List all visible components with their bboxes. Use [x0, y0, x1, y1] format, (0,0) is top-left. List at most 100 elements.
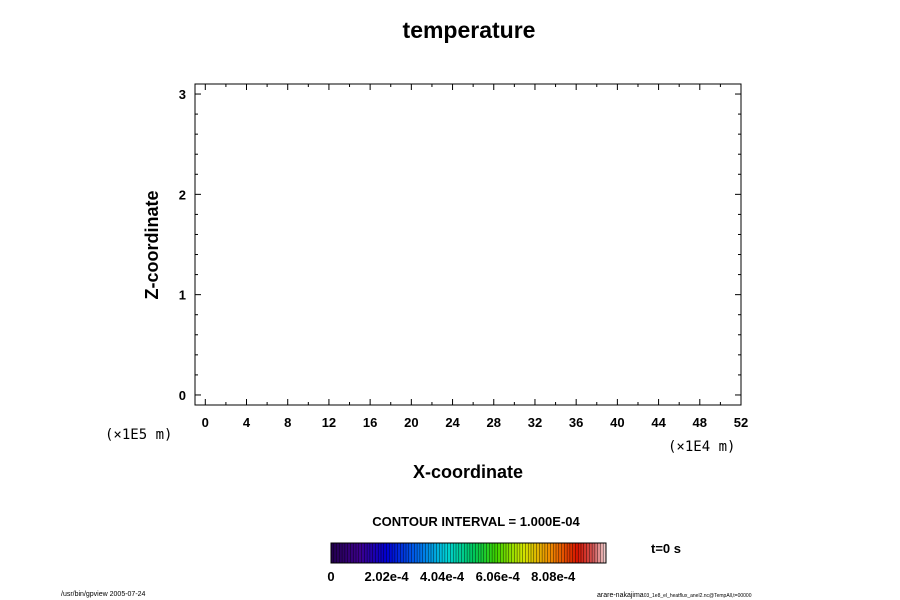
- colorbar-cell: [444, 543, 448, 563]
- y-tick-label: 3: [179, 87, 186, 102]
- colorbar-label: 2.02e-4: [365, 569, 410, 584]
- colorbar-label: 8.08e-4: [531, 569, 576, 584]
- colorbar-cell: [428, 543, 432, 563]
- colorbar-cell: [564, 543, 568, 563]
- colorbar-cell: [519, 543, 523, 563]
- colorbar-cell: [425, 543, 429, 563]
- colorbar-cell: [556, 543, 560, 563]
- colorbar-cell: [508, 543, 512, 563]
- x-tick-label: 4: [243, 415, 251, 430]
- colorbar-cell: [364, 543, 368, 563]
- colorbar-cell: [550, 543, 554, 563]
- plot-frame: [194, 83, 742, 406]
- colorbar-cell: [342, 543, 346, 563]
- x-axis-label: X-coordinate: [413, 462, 523, 482]
- colorbar-cell: [447, 543, 451, 563]
- chart-title: temperature: [403, 17, 536, 43]
- colorbar-cell: [553, 543, 557, 563]
- colorbar-cell: [514, 543, 518, 563]
- colorbar-cell: [486, 543, 490, 563]
- colorbar-cell: [375, 543, 379, 563]
- colorbar: [330, 542, 607, 564]
- x-tick-label: 28: [487, 415, 501, 430]
- footer-right: arare-nakajima03_1e8_el_heatflux_anel2.n…: [597, 592, 752, 599]
- contour-interval-label: CONTOUR INTERVAL = 1.000E-04: [372, 514, 580, 529]
- colorbar-cell: [506, 543, 510, 563]
- x-tick-label: 24: [445, 415, 460, 430]
- y-tick-label: 2: [179, 187, 186, 202]
- colorbar-cell: [458, 543, 462, 563]
- colorbar-label: 6.06e-4: [476, 569, 521, 584]
- colorbar-labels: 0 2.02e-4 4.04e-4 6.06e-4 8.08e-4: [327, 569, 576, 584]
- y-scale-label: (×1E5 m): [105, 427, 172, 443]
- colorbar-cell: [561, 543, 565, 563]
- colorbar-cell: [336, 543, 340, 563]
- colorbar-cell: [347, 543, 351, 563]
- x-tick-label: 48: [693, 415, 707, 430]
- colorbar-cell: [592, 543, 596, 563]
- colorbar-cell: [497, 543, 501, 563]
- y-tick-label: 0: [179, 388, 186, 403]
- colorbar-cell: [478, 543, 482, 563]
- x-tick-label: 0: [202, 415, 209, 430]
- x-tick-label: 32: [528, 415, 542, 430]
- colorbar-cell: [528, 543, 532, 563]
- x-tick-label: 20: [404, 415, 418, 430]
- colorbar-frame: [330, 542, 607, 564]
- footer-right-main: arare-nakajima: [597, 592, 644, 599]
- colorbar-cell: [392, 543, 396, 563]
- colorbar-cell: [531, 543, 535, 563]
- colorbar-cell: [475, 543, 479, 563]
- colorbar-cell: [525, 543, 529, 563]
- colorbar-cell: [539, 543, 543, 563]
- colorbar-cell: [483, 543, 487, 563]
- colorbar-cell: [517, 543, 521, 563]
- colorbar-cell: [472, 543, 476, 563]
- colorbar-cell: [450, 543, 454, 563]
- colorbar-cell: [492, 543, 496, 563]
- colorbar-cell: [339, 543, 343, 563]
- colorbar-cell: [456, 543, 460, 563]
- x-scale-label: (×1E4 m): [668, 439, 735, 455]
- y-tick-label: 1: [179, 288, 186, 303]
- colorbar-cell: [433, 543, 437, 563]
- y-ticks: [195, 93, 741, 396]
- colorbar-cell: [350, 543, 354, 563]
- x-tick-label: 52: [734, 415, 748, 430]
- colorbar-cell: [422, 543, 426, 563]
- colorbar-cell: [436, 543, 440, 563]
- colorbar-cell: [542, 543, 546, 563]
- colorbar-cell: [333, 543, 337, 563]
- colorbar-cell: [372, 543, 376, 563]
- x-tick-label: 12: [322, 415, 336, 430]
- colorbar-cell: [356, 543, 360, 563]
- colorbar-cell: [400, 543, 404, 563]
- colorbar-cell: [544, 543, 548, 563]
- colorbar-cell: [572, 543, 576, 563]
- colorbar-cell: [386, 543, 390, 563]
- colorbar-cell: [369, 543, 373, 563]
- colorbar-cell: [503, 543, 507, 563]
- colorbar-cell: [381, 543, 385, 563]
- colorbar-cell: [464, 543, 468, 563]
- colorbar-cell: [403, 543, 407, 563]
- time-label: t=0 s: [651, 541, 681, 556]
- x-ticks: [204, 84, 742, 405]
- colorbar-cell: [453, 543, 457, 563]
- colorbar-cell: [417, 543, 421, 563]
- colorbar-cell: [411, 543, 415, 563]
- colorbar-cell: [536, 543, 540, 563]
- y-axis-label: Z-coordinate: [142, 190, 162, 299]
- x-tick-labels: 0 4 8 12 16 20 24 28 32 36 40 44 48 52: [202, 415, 749, 430]
- colorbar-cell: [353, 543, 357, 563]
- colorbar-cell: [397, 543, 401, 563]
- colorbar-cell: [586, 543, 590, 563]
- colorbar-label: 4.04e-4: [420, 569, 465, 584]
- colorbar-cell: [558, 543, 562, 563]
- colorbar-cell: [583, 543, 587, 563]
- colorbar-cell: [581, 543, 585, 563]
- colorbar-cell: [481, 543, 485, 563]
- colorbar-cell: [494, 543, 498, 563]
- colorbar-cell: [600, 543, 604, 563]
- x-tick-label: 44: [651, 415, 666, 430]
